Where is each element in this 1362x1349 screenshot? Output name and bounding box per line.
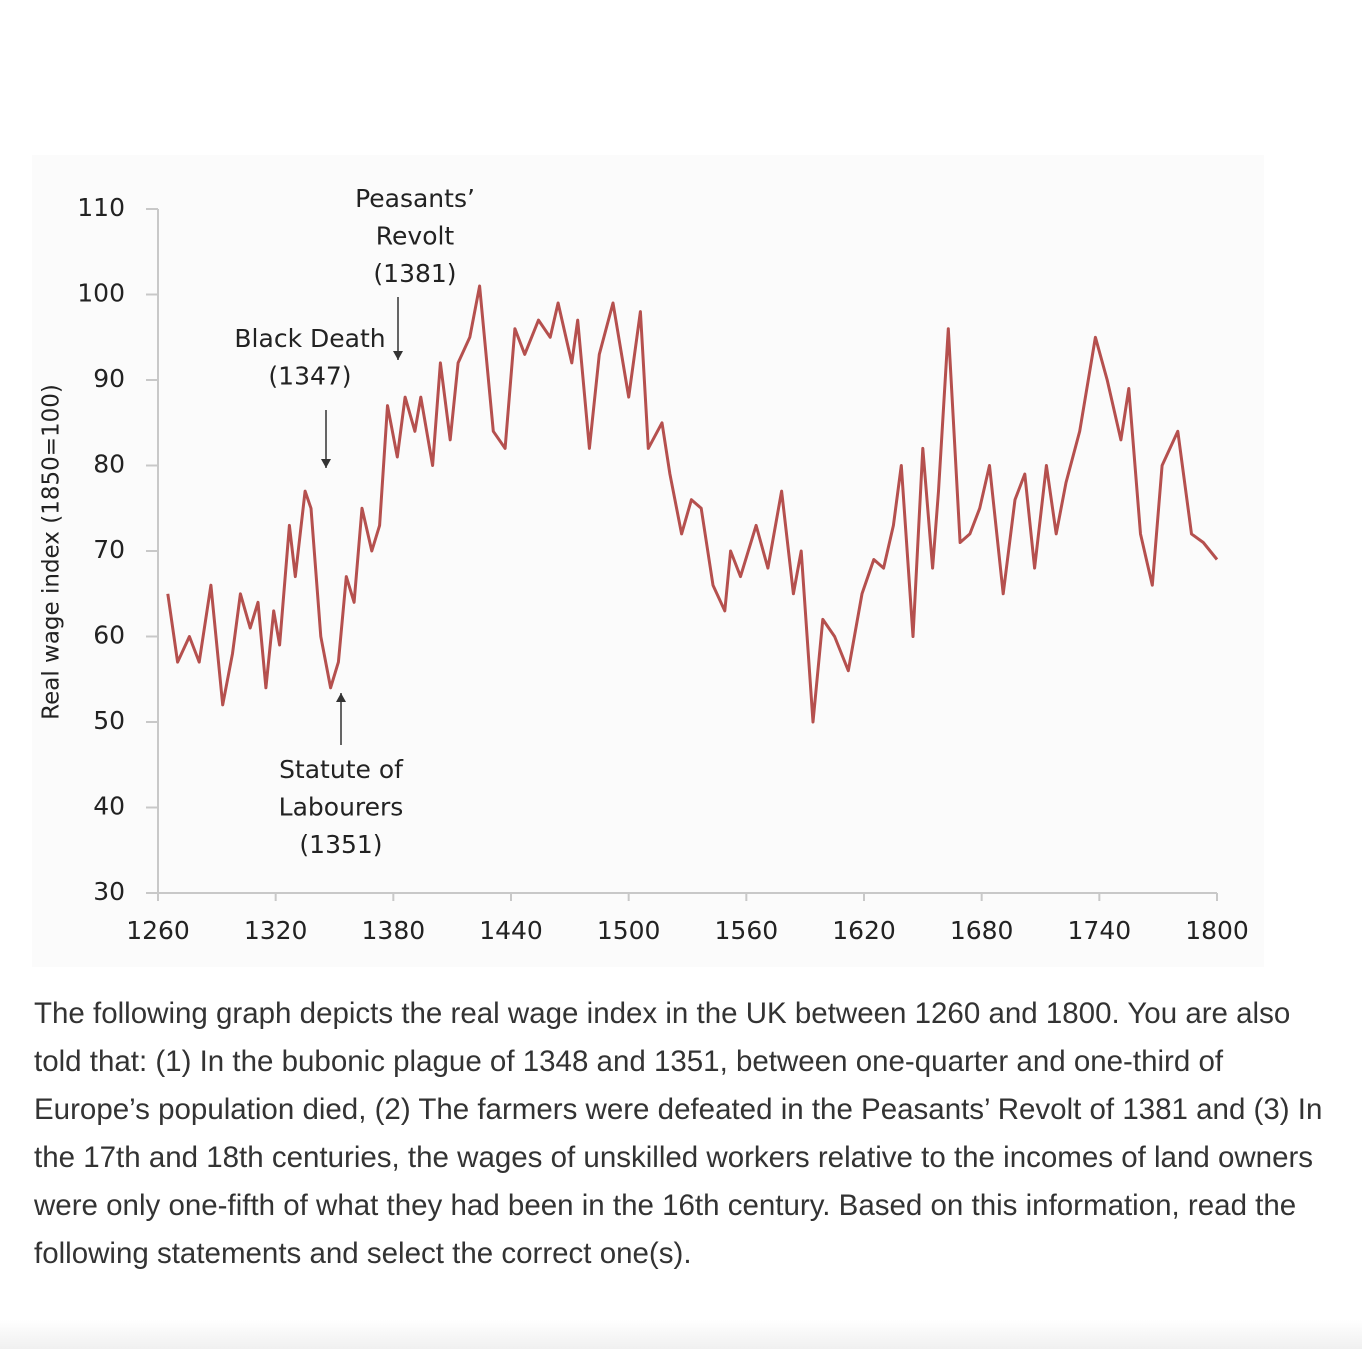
question-text: The following graph depicts the real wag… (34, 997, 1323, 1270)
x-tick-label: 1380 (362, 916, 426, 945)
chart: Real wage index (1850=100) 30 40 50 60 70 80 9… (32, 155, 1264, 967)
arrow-head (393, 351, 403, 360)
x-tick-label: 1560 (715, 916, 779, 945)
x-tick-label: 1740 (1068, 916, 1132, 945)
annotation: Peasants’ (355, 184, 475, 213)
annotation: Labourers (279, 793, 404, 822)
x-tick-label: 1800 (1185, 916, 1249, 945)
x-tick-label: 1260 (126, 916, 190, 945)
y-tick-label: 100 (77, 279, 125, 308)
annotation: Black Death (234, 324, 385, 353)
annotation: Revolt (376, 222, 455, 251)
annotation: (1381) (373, 259, 456, 288)
y-tick-label: 60 (93, 621, 125, 650)
annotation: Statute of (279, 755, 404, 784)
y-axis-label: Real wage index (1850=100) (39, 384, 65, 720)
x-tick-label: 1620 (832, 916, 896, 945)
x-tick-label: 1680 (950, 916, 1014, 945)
arrow-head (336, 693, 346, 702)
chart-background (32, 155, 1264, 967)
annotation: (1347) (268, 362, 351, 391)
y-tick-label: 90 (93, 364, 125, 393)
y-tick-label: 110 (77, 193, 125, 222)
data-line (166, 284, 1219, 724)
y-tick-label: 70 (93, 535, 125, 564)
annotation: (1351) (299, 830, 382, 859)
x-tick-label: 1320 (244, 916, 308, 945)
x-tick-label: 1440 (479, 916, 543, 945)
y-tick-label: 50 (93, 706, 125, 735)
x-tick-label: 1500 (597, 916, 661, 945)
arrow-head (321, 459, 331, 468)
footer-shade (0, 1320, 1362, 1349)
y-tick-label: 30 (93, 877, 125, 906)
y-tick-label: 40 (93, 792, 125, 821)
y-tick-label: 80 (93, 450, 125, 479)
